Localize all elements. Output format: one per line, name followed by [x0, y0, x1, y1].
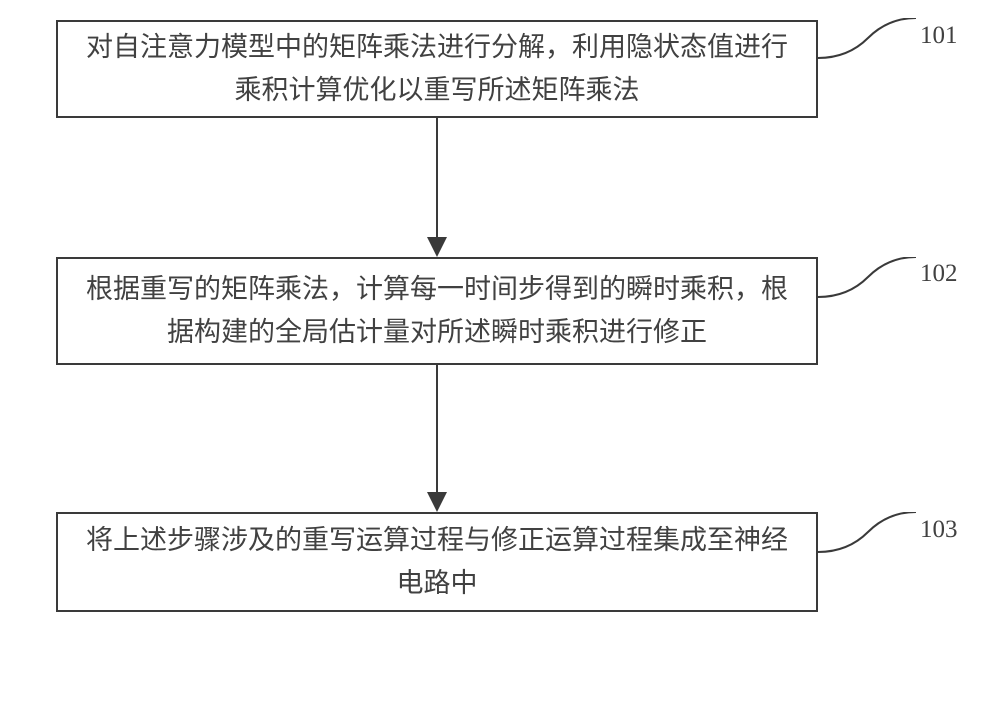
- flow-step-2: 根据重写的矩阵乘法，计算每一时间步得到的瞬时乘积，根 据构建的全局估计量对所述瞬…: [56, 257, 818, 365]
- flowchart-canvas: 对自注意力模型中的矩阵乘法进行分解，利用隐状态值进行 乘积计算优化以重写所述矩阵…: [0, 0, 1000, 706]
- brace-2: [818, 257, 918, 299]
- step-label-1: 101: [920, 22, 958, 50]
- flow-step-2-text: 根据重写的矩阵乘法，计算每一时间步得到的瞬时乘积，根 据构建的全局估计量对所述瞬…: [86, 268, 788, 354]
- flow-step-1-text: 对自注意力模型中的矩阵乘法进行分解，利用隐状态值进行 乘积计算优化以重写所述矩阵…: [86, 26, 788, 112]
- flow-step-1: 对自注意力模型中的矩阵乘法进行分解，利用隐状态值进行 乘积计算优化以重写所述矩阵…: [56, 20, 818, 118]
- step-label-2: 102: [920, 260, 958, 288]
- arrow-2-3: [417, 365, 457, 513]
- flow-step-3: 将上述步骤涉及的重写运算过程与修正运算过程集成至神经 电路中: [56, 512, 818, 612]
- arrow-1-2: [417, 118, 457, 258]
- brace-1: [818, 18, 918, 60]
- brace-3: [818, 512, 918, 554]
- flow-step-3-text: 将上述步骤涉及的重写运算过程与修正运算过程集成至神经 电路中: [86, 519, 788, 605]
- step-label-3: 103: [920, 516, 958, 544]
